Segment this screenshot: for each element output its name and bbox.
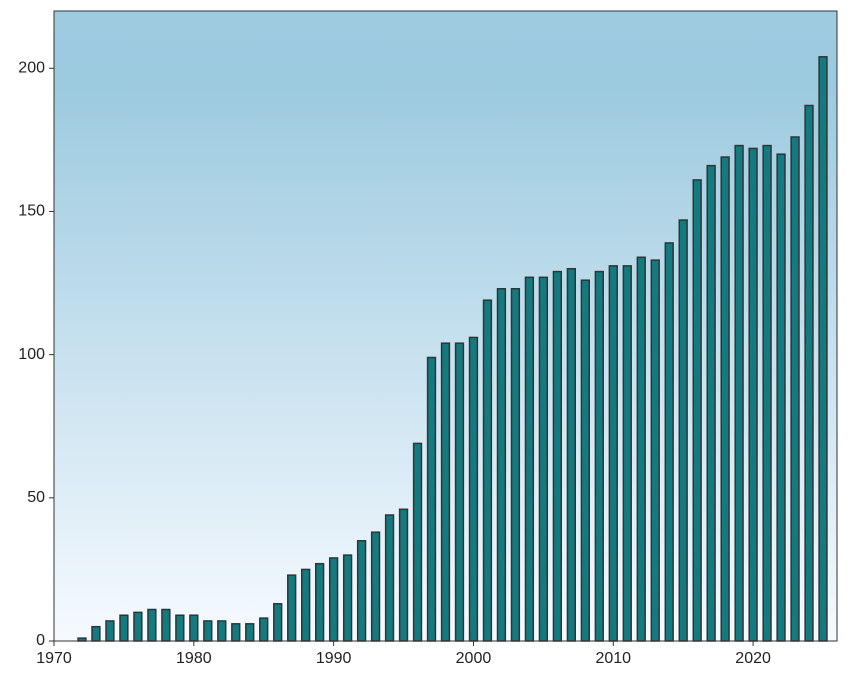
bar	[175, 614, 185, 642]
bar	[342, 554, 353, 642]
bar	[594, 270, 604, 642]
x-tick-label: 1970	[36, 650, 72, 667]
bar	[189, 614, 199, 642]
y-tick-label: 150	[18, 203, 45, 220]
bar	[91, 625, 101, 642]
bar	[398, 508, 409, 642]
y-tick-label: 0	[36, 632, 45, 649]
bar	[161, 608, 171, 642]
bar	[468, 336, 479, 642]
x-tick-label: 1980	[176, 650, 212, 667]
bar	[734, 144, 744, 642]
bar	[552, 270, 563, 642]
bar	[328, 557, 339, 642]
bar	[454, 342, 465, 642]
y-tick-label: 50	[27, 489, 45, 506]
bar	[217, 620, 227, 642]
bar	[538, 276, 549, 642]
bar	[776, 153, 786, 642]
bar	[301, 568, 311, 642]
bar	[231, 623, 241, 642]
bar	[426, 356, 437, 642]
x-tick-label: 2020	[735, 650, 771, 667]
bar	[608, 265, 618, 642]
bar	[580, 279, 590, 642]
bar	[720, 156, 730, 642]
bar	[706, 164, 716, 642]
bar	[678, 219, 688, 642]
bar	[692, 179, 702, 642]
bar	[818, 56, 828, 642]
bar	[105, 620, 115, 642]
bar	[119, 614, 129, 642]
x-tick-label: 1990	[316, 650, 352, 667]
bar	[748, 147, 758, 642]
bar	[804, 104, 814, 642]
bar	[370, 531, 381, 642]
plot-frame	[53, 10, 838, 642]
bar	[203, 620, 213, 642]
bar	[566, 267, 577, 642]
bar	[133, 611, 143, 642]
bar	[440, 342, 451, 642]
bar	[790, 136, 800, 642]
bar	[650, 259, 660, 642]
bar	[762, 144, 772, 642]
bar	[273, 603, 283, 642]
bar	[314, 562, 325, 642]
x-tick-label: 2010	[595, 650, 631, 667]
bar	[245, 623, 255, 642]
bar	[259, 617, 269, 642]
bar	[510, 288, 521, 642]
bar	[524, 276, 535, 642]
y-tick-label: 100	[18, 346, 45, 363]
x-tick-label: 2000	[456, 650, 492, 667]
bar	[287, 574, 297, 642]
bar	[664, 242, 674, 642]
y-tick-label: 200	[18, 59, 45, 76]
bar	[482, 299, 493, 642]
bar	[636, 256, 646, 642]
bar	[496, 288, 507, 642]
bar	[412, 442, 423, 642]
bar	[622, 265, 632, 642]
bar	[147, 608, 157, 642]
bar	[356, 540, 367, 642]
bar	[384, 514, 395, 642]
